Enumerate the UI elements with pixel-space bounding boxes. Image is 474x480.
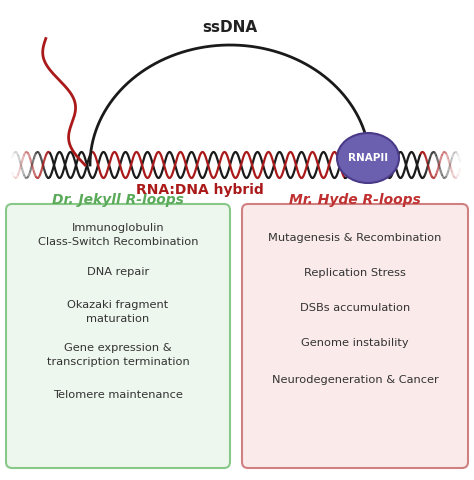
FancyBboxPatch shape [6, 204, 230, 468]
Text: Genome instability: Genome instability [301, 338, 409, 348]
Text: Dr. Jekyll R-loops: Dr. Jekyll R-loops [52, 193, 184, 207]
Text: Mutagenesis & Recombination: Mutagenesis & Recombination [268, 233, 442, 243]
Text: RNA:DNA hybrid: RNA:DNA hybrid [136, 183, 264, 197]
Text: RNAPII: RNAPII [348, 153, 388, 163]
Text: Okazaki fragment
maturation: Okazaki fragment maturation [67, 300, 169, 324]
Text: Immunoglobulin
Class-Switch Recombination: Immunoglobulin Class-Switch Recombinatio… [38, 223, 198, 247]
Text: Mr. Hyde R-loops: Mr. Hyde R-loops [289, 193, 421, 207]
FancyBboxPatch shape [242, 204, 468, 468]
Text: Telomere maintenance: Telomere maintenance [53, 390, 183, 400]
Text: DNA repair: DNA repair [87, 267, 149, 277]
Text: DSBs accumulation: DSBs accumulation [300, 303, 410, 313]
Text: Neurodegeneration & Cancer: Neurodegeneration & Cancer [272, 375, 438, 385]
Ellipse shape [337, 133, 399, 183]
Text: ssDNA: ssDNA [202, 21, 257, 36]
Text: Replication Stress: Replication Stress [304, 268, 406, 278]
Text: Gene expression &
transcription termination: Gene expression & transcription terminat… [46, 343, 190, 367]
